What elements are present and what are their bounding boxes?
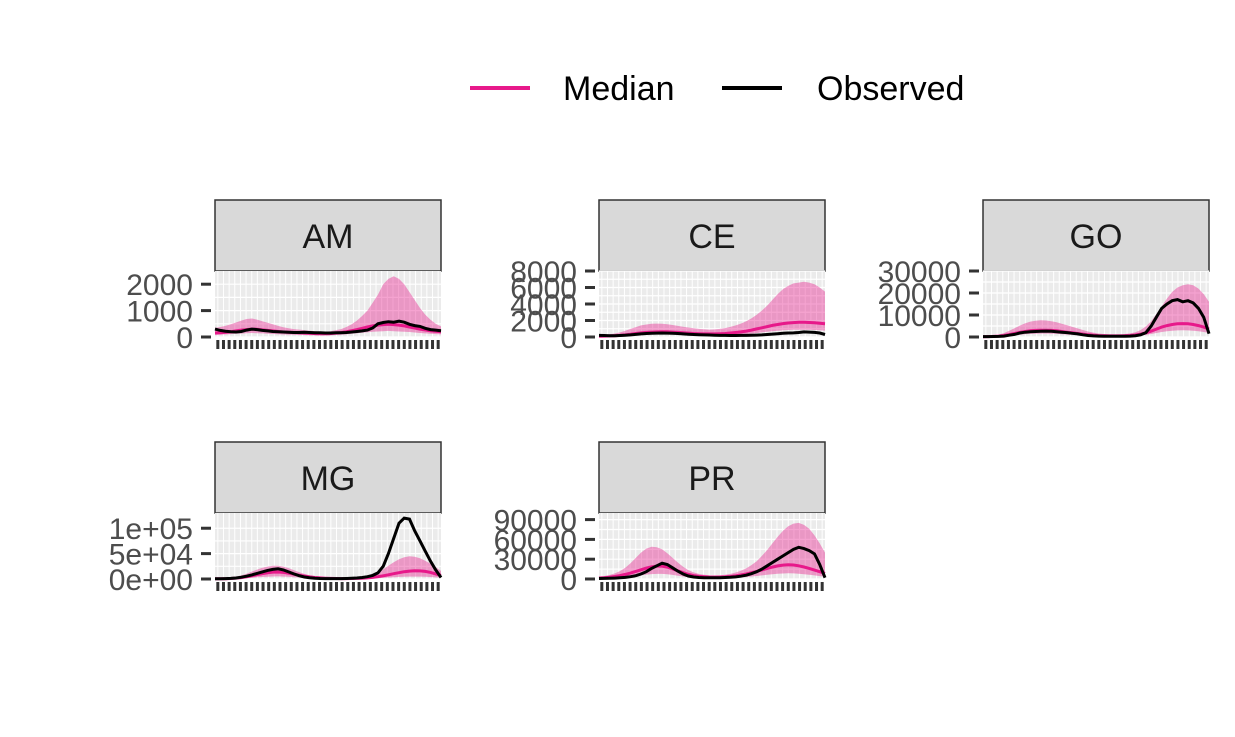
panel-background	[599, 513, 825, 579]
y-tick-label: 60000	[494, 524, 577, 557]
panel-strip-label: CE	[688, 218, 735, 256]
panel-strip-label: AM	[303, 218, 354, 256]
observed-line	[983, 298, 1211, 339]
y-tick-label: 0	[944, 322, 961, 355]
y-tick-label: 30000	[494, 544, 577, 577]
y-tick-label: 0	[560, 322, 577, 355]
panel-strip	[598, 441, 826, 514]
panel-strip	[214, 441, 442, 514]
y-tick-label: 0e+00	[109, 564, 193, 597]
legend-label-observed: Observed	[817, 70, 964, 108]
y-tick-label: 90000	[494, 505, 577, 538]
panel-strip-label: GO	[1070, 218, 1123, 256]
y-tick-label: 0	[176, 322, 193, 355]
observed-line	[598, 545, 827, 580]
y-tick-label: 30000	[878, 256, 961, 289]
observed-line	[214, 319, 442, 335]
y-tick-label: 10000	[878, 300, 961, 333]
legend: Median Observed	[470, 70, 964, 108]
y-tick-label: 20000	[878, 278, 961, 311]
y-tick-label: 1000	[126, 296, 193, 329]
legend-label-median: Median	[563, 70, 675, 108]
prediction-ribbon	[599, 281, 825, 337]
y-tick-label: 1e+05	[109, 513, 193, 546]
panel-strip	[598, 199, 826, 272]
y-tick-label: 0	[560, 564, 577, 597]
panel-strip	[982, 199, 1210, 272]
y-tick-label: 5e+04	[109, 539, 193, 572]
observed-line	[215, 516, 443, 581]
panel-strip-label: MG	[301, 460, 356, 498]
y-tick-label: 6000	[510, 273, 577, 306]
observed-line	[598, 330, 826, 338]
panel-strip-label: PR	[688, 460, 735, 498]
prediction-ribbon	[215, 276, 441, 336]
y-tick-label: 2000	[510, 306, 577, 339]
y-tick-label: 2000	[126, 269, 193, 302]
panel-strip	[214, 199, 442, 272]
y-tick-label: 4000	[510, 289, 577, 322]
panel-background	[215, 513, 441, 579]
y-tick-label: 8000	[510, 256, 577, 289]
